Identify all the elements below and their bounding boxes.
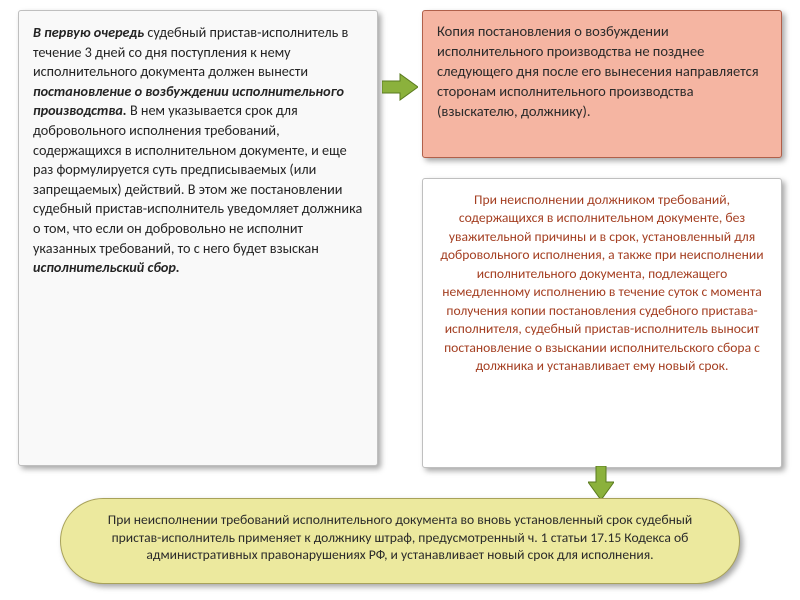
non-compliance-panel: При неисполнении должником требований, с… — [422, 178, 782, 468]
non-compliance-text: При неисполнении должником требований, с… — [440, 191, 763, 374]
copy-decree-text: Копия постановления о возбуждении исполн… — [437, 22, 759, 120]
arrow-right-icon — [382, 72, 418, 102]
penalty-text: При неисполнении требований исполнительн… — [108, 511, 693, 563]
copy-decree-panel: Копия постановления о возбуждении исполн… — [422, 10, 782, 158]
text-normal-2: В нем указывается срок для добровольного… — [33, 101, 362, 256]
penalty-panel: При неисполнении требований исполнительн… — [60, 498, 740, 584]
text-bold-1: В первую очередь — [33, 23, 147, 41]
first-priority-panel: В первую очередь судебный пристав-исполн… — [18, 10, 378, 466]
text-bold-3: исполнительский сбор. — [33, 258, 180, 276]
arrow-down-icon — [588, 466, 614, 500]
